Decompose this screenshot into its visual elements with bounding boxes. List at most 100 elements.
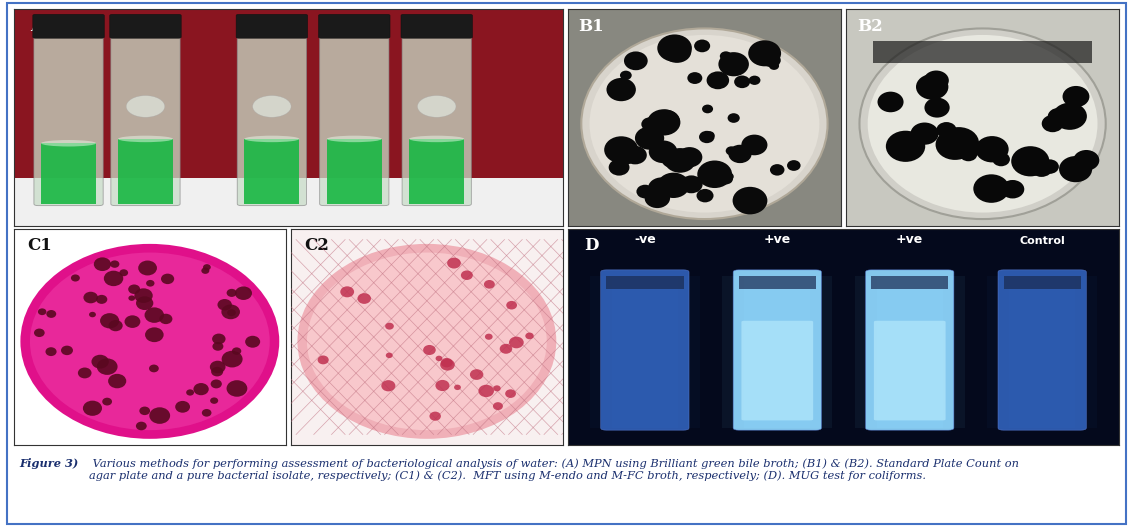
Circle shape <box>695 40 710 52</box>
Circle shape <box>616 150 636 165</box>
Bar <box>589 276 700 428</box>
Circle shape <box>160 314 172 324</box>
Circle shape <box>128 296 135 301</box>
Circle shape <box>441 358 453 367</box>
Circle shape <box>787 160 801 171</box>
Text: B2: B2 <box>857 17 883 35</box>
Circle shape <box>227 309 236 316</box>
Circle shape <box>1000 180 1024 199</box>
Circle shape <box>526 333 534 339</box>
Circle shape <box>641 117 659 131</box>
Text: +ve: +ve <box>896 233 923 246</box>
Text: -ve: -ve <box>634 233 656 246</box>
Text: Figure 3): Figure 3) <box>19 458 78 469</box>
Bar <box>998 276 1087 428</box>
Circle shape <box>724 53 746 71</box>
Circle shape <box>110 260 119 268</box>
Circle shape <box>688 72 702 84</box>
Bar <box>874 42 1092 63</box>
Circle shape <box>104 271 123 286</box>
Circle shape <box>138 260 157 276</box>
Circle shape <box>493 385 501 392</box>
Circle shape <box>505 389 516 398</box>
Circle shape <box>448 258 461 269</box>
Circle shape <box>218 299 232 310</box>
Bar <box>606 276 683 289</box>
Circle shape <box>232 347 241 355</box>
Circle shape <box>37 308 46 315</box>
Circle shape <box>637 184 654 198</box>
Circle shape <box>657 34 692 62</box>
Ellipse shape <box>253 95 291 118</box>
Circle shape <box>92 355 109 368</box>
Bar <box>722 276 833 428</box>
Text: C2: C2 <box>305 237 329 255</box>
Circle shape <box>769 62 780 70</box>
Circle shape <box>385 353 393 358</box>
Circle shape <box>203 264 211 270</box>
Circle shape <box>435 380 450 391</box>
Circle shape <box>973 174 1010 203</box>
Circle shape <box>664 148 696 173</box>
Circle shape <box>936 122 956 138</box>
Circle shape <box>146 280 154 287</box>
Circle shape <box>624 52 648 70</box>
Circle shape <box>1053 103 1087 130</box>
Bar <box>41 143 96 204</box>
Circle shape <box>221 305 240 319</box>
Bar <box>409 139 465 204</box>
Circle shape <box>423 345 436 355</box>
Circle shape <box>749 75 760 85</box>
Circle shape <box>657 173 690 198</box>
Bar <box>326 139 382 204</box>
Circle shape <box>135 288 153 303</box>
Ellipse shape <box>860 28 1106 219</box>
Circle shape <box>235 287 252 300</box>
Circle shape <box>34 328 44 337</box>
Circle shape <box>748 40 781 66</box>
Circle shape <box>608 159 630 175</box>
Circle shape <box>938 127 979 159</box>
Bar <box>744 276 810 428</box>
Circle shape <box>125 315 140 328</box>
Circle shape <box>108 374 126 388</box>
Circle shape <box>718 52 749 76</box>
Text: Control: Control <box>1020 236 1065 246</box>
Circle shape <box>702 104 713 113</box>
Circle shape <box>150 365 159 373</box>
Circle shape <box>100 313 119 328</box>
Circle shape <box>96 358 118 375</box>
Circle shape <box>976 136 1008 162</box>
Circle shape <box>993 152 1010 167</box>
Circle shape <box>697 161 732 188</box>
Circle shape <box>429 412 441 421</box>
Circle shape <box>454 385 461 390</box>
Text: C1: C1 <box>27 237 52 255</box>
Circle shape <box>478 385 494 397</box>
Circle shape <box>729 145 751 163</box>
Circle shape <box>357 293 370 304</box>
Circle shape <box>222 351 242 367</box>
Circle shape <box>1063 86 1090 107</box>
FancyBboxPatch shape <box>998 270 1087 430</box>
Circle shape <box>139 406 150 415</box>
Circle shape <box>726 147 738 155</box>
Circle shape <box>620 71 632 80</box>
Circle shape <box>506 301 517 309</box>
Circle shape <box>648 178 675 199</box>
Circle shape <box>145 327 163 342</box>
Ellipse shape <box>29 252 270 430</box>
Circle shape <box>763 53 781 67</box>
Circle shape <box>186 389 194 396</box>
Circle shape <box>936 129 974 160</box>
FancyBboxPatch shape <box>733 270 821 430</box>
FancyBboxPatch shape <box>874 321 946 421</box>
Circle shape <box>210 360 225 373</box>
Circle shape <box>662 150 685 168</box>
Circle shape <box>109 320 122 331</box>
Circle shape <box>150 407 170 424</box>
Circle shape <box>245 336 261 348</box>
Circle shape <box>733 187 767 214</box>
Text: Various methods for performing assessment of bacteriological analysis of water: : Various methods for performing assessmen… <box>88 458 1019 481</box>
FancyBboxPatch shape <box>236 14 307 38</box>
